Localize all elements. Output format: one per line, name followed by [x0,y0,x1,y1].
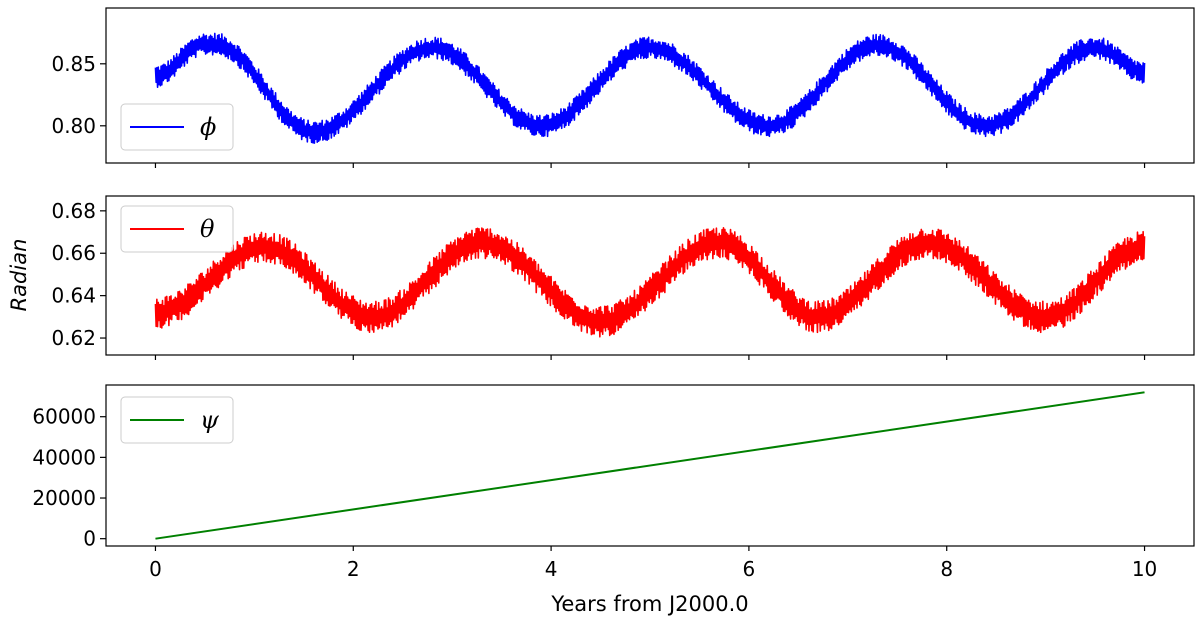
legend-psi: ψ [120,396,234,444]
x-axis-phi [154,163,1146,168]
x-axis-theta [154,355,1146,360]
y-tick-label: 0.68 [51,199,96,223]
x-axis-title: Years from J2000.0 [550,592,748,616]
y-axis-theta: 0.62 0.64 0.66 0.68 [51,199,106,350]
x-tick-label: 4 [545,557,558,581]
legend-theta: θ [120,205,234,253]
panel-psi: 0 20000 40000 60000 0 2 4 6 8 10 Years from J200… [32,384,1195,616]
y-tick-label: 0.64 [51,284,96,308]
y-tick-label: 0.80 [51,114,96,138]
y-tick-label: 60000 [32,405,96,429]
series-line [154,32,1146,144]
y-axis-psi: 0 20000 40000 60000 [32,405,106,551]
y-tick-label: 40000 [32,445,96,469]
axes-frame-psi [105,384,1195,547]
series-line [154,226,1146,338]
panel-theta: 0.62 0.64 0.66 0.68 Radian θ [7,195,1195,360]
y-tick-label: 0.85 [51,52,96,76]
x-tick-label: 8 [940,557,953,581]
x-tick-label: 2 [347,557,360,581]
x-tick-label: 0 [149,557,162,581]
y-tick-label: 20000 [32,486,96,510]
legend-label-theta: θ [200,215,215,243]
plot-area-phi [154,32,1146,144]
axes-frame-phi [105,7,1195,164]
x-tick-label: 6 [743,557,756,581]
legend-label-psi: ψ [200,406,220,434]
plot-area-psi [155,391,1145,540]
y-tick-label: 0 [83,527,96,551]
legend-phi: ϕ [120,103,234,151]
plot-area-theta [154,226,1146,338]
x-axis-psi: 0 2 4 6 8 10 [149,546,1157,581]
x-tick-label: 10 [1132,557,1157,581]
y-axis-phi: 0.80 0.85 [51,52,106,138]
y-tick-label: 0.66 [51,241,96,265]
y-axis-title: Radian [7,239,31,312]
legend-label-phi: ϕ [200,113,216,141]
y-tick-label: 0.62 [51,326,96,350]
panel-phi: 0.80 0.85 ϕ [51,7,1195,168]
series-line [155,391,1145,540]
axes-frame-theta [105,195,1195,356]
